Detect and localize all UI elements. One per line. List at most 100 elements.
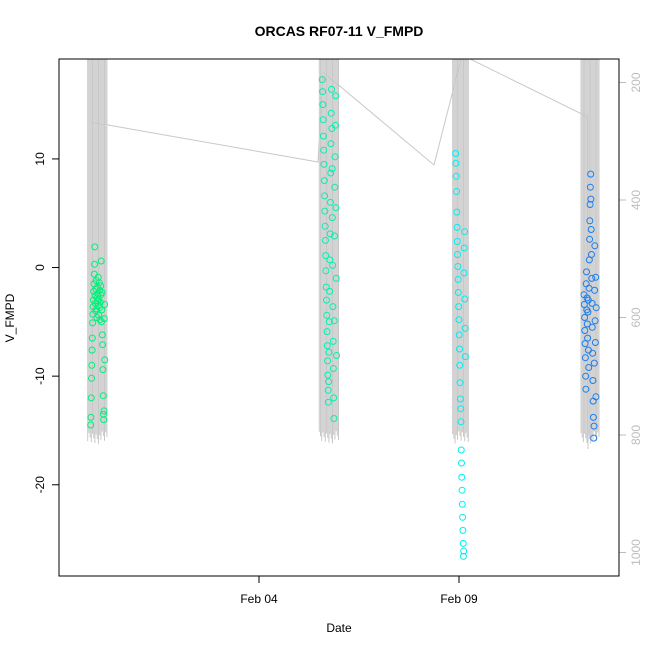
data-point	[89, 319, 97, 327]
data-point	[331, 153, 339, 161]
data-point	[591, 286, 599, 294]
data-point	[98, 306, 106, 314]
data-point	[329, 261, 337, 269]
data-point	[88, 361, 96, 369]
data-point	[330, 415, 338, 422]
y-tick-label: 10	[33, 152, 47, 166]
data-point	[457, 446, 465, 454]
data-point	[91, 260, 99, 268]
data-point	[101, 301, 109, 308]
data-point	[459, 513, 467, 521]
data-point	[589, 349, 597, 357]
data-point	[332, 274, 340, 282]
data-point	[460, 269, 468, 277]
data-point	[95, 311, 103, 319]
data-point	[460, 244, 468, 252]
data-point	[99, 410, 107, 418]
data-point	[327, 169, 335, 177]
data-point	[87, 394, 95, 402]
data-point	[331, 232, 339, 240]
data-point	[326, 198, 334, 206]
data-point	[588, 323, 596, 331]
data-point	[101, 356, 109, 364]
data-point	[330, 394, 338, 402]
data-point	[452, 172, 460, 180]
data-point	[331, 183, 339, 191]
data-point	[587, 226, 595, 233]
data-point	[332, 92, 340, 100]
data-point	[588, 274, 596, 282]
data-point	[584, 334, 592, 342]
data-point	[588, 299, 596, 307]
y-right-tick-label: 400	[629, 190, 643, 210]
data-point	[326, 230, 334, 238]
data-point	[455, 331, 463, 339]
data-point	[321, 222, 329, 230]
plot-frame	[58, 58, 620, 577]
data-point	[460, 547, 468, 555]
data-point	[458, 473, 466, 481]
data-point	[319, 132, 327, 140]
data-point	[87, 421, 95, 429]
data-point	[457, 405, 465, 413]
data-point	[583, 268, 590, 276]
data-point	[586, 201, 594, 208]
data-point	[323, 311, 331, 319]
data-points	[87, 76, 600, 560]
data-point	[321, 192, 329, 200]
data-point	[96, 298, 104, 306]
data-point	[589, 377, 597, 384]
data-point	[461, 353, 469, 361]
data-point	[453, 188, 460, 195]
x-axis-label: Date	[326, 621, 352, 635]
data-point	[453, 208, 461, 216]
data-point	[88, 374, 95, 382]
data-point	[590, 359, 598, 367]
data-point	[592, 304, 600, 312]
data-point	[584, 308, 592, 316]
data-point	[589, 413, 597, 421]
data-point	[326, 287, 334, 295]
data-point	[328, 85, 335, 93]
background-traces	[87, 59, 600, 449]
data-point	[581, 314, 589, 321]
data-point	[582, 385, 590, 393]
y-tick-label: -20	[33, 476, 47, 494]
data-point	[456, 395, 464, 403]
data-point	[100, 407, 108, 415]
data-point	[586, 235, 594, 243]
data-point	[587, 195, 595, 203]
data-point	[88, 346, 96, 354]
data-point	[461, 295, 469, 303]
data-point	[457, 418, 465, 426]
y-right-tick-label: 800	[629, 425, 643, 445]
data-point	[333, 352, 340, 359]
chart-title: ORCAS RF07-11 V_FMPD	[255, 23, 424, 39]
y-right-tick-label: 600	[629, 307, 643, 327]
data-point	[585, 364, 593, 371]
data-point	[592, 393, 600, 401]
data-point	[461, 324, 469, 332]
data-point	[96, 304, 104, 312]
data-point	[322, 252, 330, 260]
data-point	[581, 340, 589, 348]
data-point	[96, 286, 104, 294]
data-point	[456, 345, 464, 353]
x-tick-label: Feb 04	[240, 592, 278, 606]
data-point	[591, 317, 599, 325]
x-tick-label: Feb 09	[440, 592, 478, 606]
data-point	[461, 228, 469, 236]
data-point	[97, 282, 105, 290]
data-point	[454, 289, 462, 296]
data-point	[324, 371, 332, 379]
data-point	[459, 526, 467, 534]
data-point	[454, 251, 462, 258]
data-point	[318, 76, 326, 84]
data-point	[329, 365, 337, 372]
data-point	[456, 361, 464, 369]
data-point	[320, 160, 328, 168]
data-point	[591, 339, 599, 346]
data-point	[327, 109, 335, 117]
data-point	[329, 303, 337, 311]
data-point	[324, 357, 332, 365]
